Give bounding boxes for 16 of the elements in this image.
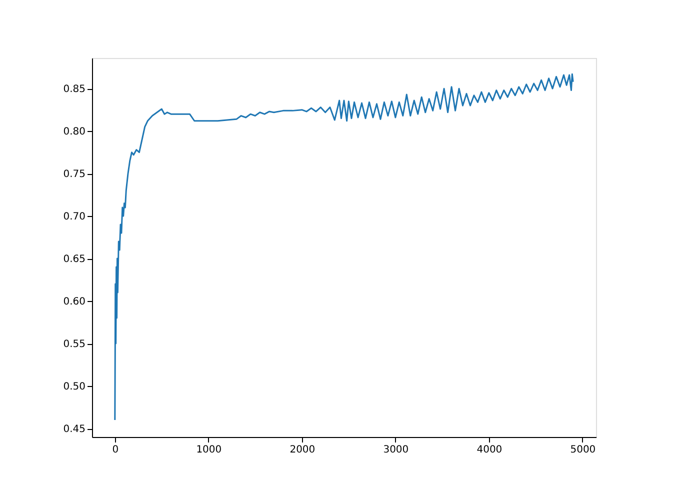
y-tick-label: 0.55 [63, 339, 86, 350]
y-tick-label: 0.60 [63, 296, 86, 308]
y-tick-label: 0.75 [63, 169, 86, 180]
y-tick-label: 0.70 [63, 212, 86, 223]
y-tick-label: 0.45 [63, 424, 86, 435]
x-tick-label: 1000 [196, 444, 222, 456]
y-tick-label: 0.65 [63, 254, 86, 266]
y-tick-label: 0.50 [63, 382, 86, 393]
y-tick-label: 0.80 [63, 126, 86, 138]
x-tick-label: 2000 [290, 444, 316, 456]
x-tick-label: 0 [112, 444, 119, 456]
y-tick-label: 0.85 [63, 84, 86, 96]
x-tick-label: 4000 [476, 444, 502, 456]
x-tick-label: 3000 [383, 444, 409, 456]
line-series [114, 73, 574, 421]
x-tick-label: 5000 [570, 444, 596, 456]
